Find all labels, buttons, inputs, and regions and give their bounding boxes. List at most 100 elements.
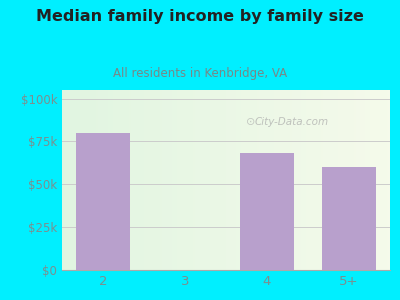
Bar	[314, 90, 316, 270]
Bar	[88, 90, 90, 270]
Bar	[300, 90, 302, 270]
Bar	[160, 90, 162, 270]
Bar	[138, 90, 139, 270]
Bar	[165, 90, 167, 270]
Bar	[388, 90, 390, 270]
Bar	[306, 90, 308, 270]
Bar	[182, 90, 183, 270]
Bar	[82, 90, 83, 270]
Bar	[76, 133, 130, 270]
Bar	[380, 90, 382, 270]
Bar	[224, 90, 226, 270]
Bar	[356, 90, 357, 270]
Bar	[162, 90, 164, 270]
Bar	[372, 90, 374, 270]
Bar	[290, 90, 292, 270]
Bar	[326, 90, 328, 270]
Bar	[374, 90, 375, 270]
Bar	[95, 90, 96, 270]
Bar	[119, 90, 121, 270]
Bar	[178, 90, 180, 270]
Bar	[110, 90, 111, 270]
Bar	[83, 90, 85, 270]
Bar	[68, 90, 70, 270]
Bar	[75, 90, 77, 270]
Bar	[198, 90, 200, 270]
Bar	[231, 90, 232, 270]
Bar	[328, 90, 329, 270]
Bar	[359, 90, 360, 270]
Bar	[157, 90, 159, 270]
Bar	[364, 90, 366, 270]
Bar	[267, 90, 269, 270]
Bar	[351, 90, 352, 270]
Bar	[352, 90, 354, 270]
Bar	[103, 90, 105, 270]
Bar	[139, 90, 141, 270]
Bar	[322, 167, 376, 270]
Bar	[277, 90, 278, 270]
Bar	[77, 90, 78, 270]
Bar	[318, 90, 320, 270]
Bar	[175, 90, 177, 270]
Bar	[100, 90, 101, 270]
Bar	[295, 90, 296, 270]
Bar	[236, 90, 238, 270]
Bar	[126, 90, 128, 270]
Bar	[264, 90, 265, 270]
Bar	[123, 90, 124, 270]
Bar	[85, 90, 87, 270]
Bar	[256, 90, 257, 270]
Bar	[293, 90, 295, 270]
Bar	[313, 90, 314, 270]
Bar	[200, 90, 202, 270]
Bar	[141, 90, 142, 270]
Bar	[228, 90, 229, 270]
Bar	[132, 90, 134, 270]
Bar	[216, 90, 218, 270]
Bar	[169, 90, 170, 270]
Bar	[240, 153, 294, 270]
Bar	[172, 90, 174, 270]
Bar	[382, 90, 384, 270]
Bar	[310, 90, 311, 270]
Text: All residents in Kenbridge, VA: All residents in Kenbridge, VA	[113, 68, 287, 80]
Bar	[187, 90, 188, 270]
Bar	[254, 90, 256, 270]
Bar	[278, 90, 280, 270]
Bar	[229, 90, 231, 270]
Bar	[232, 90, 234, 270]
Bar	[244, 90, 246, 270]
Bar	[287, 90, 288, 270]
Bar	[234, 90, 236, 270]
Bar	[377, 90, 378, 270]
Bar	[170, 90, 172, 270]
Bar	[131, 90, 132, 270]
Bar	[292, 90, 293, 270]
Bar	[65, 90, 67, 270]
Bar	[118, 90, 120, 270]
Bar	[269, 90, 270, 270]
Bar	[92, 90, 93, 270]
Bar	[357, 90, 359, 270]
Bar	[239, 90, 241, 270]
Bar	[152, 90, 154, 270]
Bar	[341, 90, 342, 270]
Bar	[106, 90, 108, 270]
Bar	[116, 90, 118, 270]
Bar	[214, 90, 216, 270]
Bar	[259, 90, 260, 270]
Bar	[346, 90, 347, 270]
Bar	[305, 90, 306, 270]
Bar	[154, 90, 156, 270]
Bar	[150, 90, 152, 270]
Bar	[387, 90, 388, 270]
Bar	[174, 90, 175, 270]
Bar	[208, 90, 210, 270]
Bar	[164, 90, 165, 270]
Bar	[105, 90, 106, 270]
Bar	[114, 90, 116, 270]
Bar	[249, 90, 250, 270]
Bar	[111, 90, 113, 270]
Bar	[183, 90, 185, 270]
